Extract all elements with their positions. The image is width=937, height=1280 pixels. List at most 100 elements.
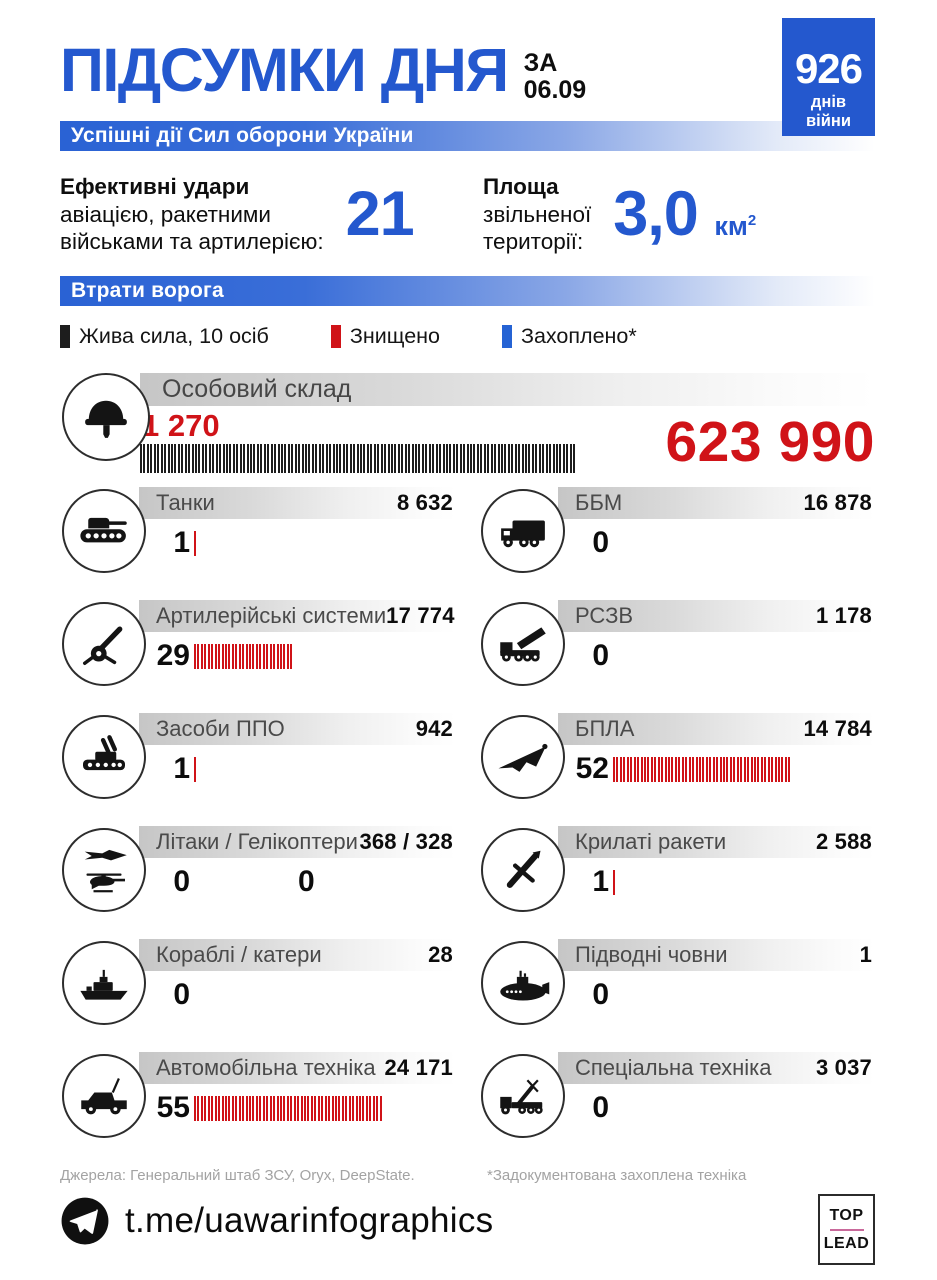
loss-item-bar: Підводні човни 1 <box>558 939 875 972</box>
footer: t.me/uawarinfographics <box>60 1196 875 1246</box>
date-block: ЗА 06.09 <box>524 50 587 103</box>
loss-item-daily: 0 <box>592 526 609 560</box>
loss-item-total: 8 632 <box>396 490 453 516</box>
sources-note: Джерела: Генеральний штаб ЗСУ, Oryx, Dee… <box>60 1167 415 1185</box>
personnel-daily-count: 1 270 <box>142 408 220 444</box>
toplead-logo: TOP LEAD <box>818 1194 875 1265</box>
war-days-number: 926 <box>794 45 863 92</box>
personnel-row: Особовий склад 1 270 623 990 <box>60 373 875 474</box>
loss-item-bar: Артилерійські системи 17 774 <box>139 600 456 633</box>
loss-item-ticks <box>194 643 294 669</box>
section-title-losses: Втрати ворога <box>71 279 224 303</box>
loss-item-daily: 0 <box>592 639 609 673</box>
loss-item-bar: Спеціальна техніка 3 037 <box>558 1052 875 1085</box>
loss-item-daily: 1 <box>173 526 190 560</box>
stat-area-value: 3,0 км2 <box>613 179 757 250</box>
artillery-icon <box>76 616 132 672</box>
loss-item-total: 14 784 <box>803 716 872 742</box>
legend-item-personnel: Жива сила, 10 осіб <box>60 324 269 349</box>
loss-item-bar: Крилаті ракети 2 588 <box>558 826 875 859</box>
loss-item-daily: 1 <box>592 865 609 899</box>
loss-item-daily: 0 <box>592 1091 609 1125</box>
uav-icon <box>495 729 551 785</box>
page-title: ПІДСУМКИ ДНЯ <box>60 36 509 104</box>
loss-item-total: 24 171 <box>384 1055 453 1081</box>
loss-item-bar: Кораблі / катери 28 <box>139 939 456 972</box>
loss-item-circle <box>62 941 146 1026</box>
loss-item-bar: БПЛА 14 784 <box>558 713 875 746</box>
loss-item-circle <box>481 715 565 800</box>
loss-item-label: ББМ <box>575 490 623 516</box>
loss-item-bar: Засоби ППО 942 <box>139 713 456 746</box>
telegram-icon[interactable] <box>60 1196 110 1246</box>
legend-item-captured: Захоплено* <box>501 324 637 349</box>
helmet-icon <box>77 388 135 446</box>
aircraft-helicopter-icon <box>76 842 132 898</box>
loss-item-circle <box>481 1054 565 1139</box>
loss-item-daily: 52 <box>575 752 609 786</box>
loss-item-total: 1 <box>859 942 872 968</box>
loss-item-label: БПЛА <box>575 716 635 742</box>
loss-item: Кораблі / катери 28 0 <box>60 939 456 1026</box>
legend-item-destroyed: Знищено <box>330 324 440 349</box>
loss-item-daily: 29 <box>156 639 190 673</box>
loss-item-label: Підводні човни <box>575 942 728 968</box>
loss-item: Літаки / Гелікоптери 368 / 328 0 0 <box>60 826 456 913</box>
personnel-circle <box>62 373 150 462</box>
war-days-label: днів війни <box>806 93 851 130</box>
personnel-bar: Особовий склад <box>140 373 875 407</box>
loss-item-daily-secondary: 0 <box>298 865 315 899</box>
loss-item-circle <box>62 489 146 574</box>
loss-item-bar: Танки 8 632 <box>139 487 456 520</box>
loss-item: Засоби ППО 942 1 <box>60 713 456 800</box>
legend-swatch-blue <box>501 325 512 349</box>
stat-area-text: Площа звільненої території: <box>483 174 592 255</box>
loss-item-bar: Літаки / Гелікоптери 368 / 328 <box>139 826 456 859</box>
loss-item-total: 17 774 <box>386 603 455 629</box>
loss-item-total: 2 588 <box>815 829 872 855</box>
loss-item-ticks <box>194 1095 383 1121</box>
stat-strikes-text: Ефективні удари авіацією, ракетними війс… <box>60 174 324 255</box>
loss-item-total: 1 178 <box>815 603 872 629</box>
success-stats: Ефективні удари авіацією, ракетними війс… <box>60 173 875 256</box>
loss-item-total: 28 <box>428 942 453 968</box>
personnel-label: Особовий склад <box>162 375 352 404</box>
loss-item-label: Автомобільна техніка <box>156 1055 376 1081</box>
loss-item-label: Засоби ППО <box>156 716 285 742</box>
loss-item-label: Артилерійські системи <box>156 603 387 629</box>
loss-item-bar: РСЗВ 1 178 <box>558 600 875 633</box>
air-defense-icon <box>76 729 132 785</box>
loss-item-circle <box>62 602 146 687</box>
captured-note: *Задокументована захоплена техніка <box>487 1167 747 1185</box>
submarine-icon <box>495 955 551 1011</box>
loss-item-circle <box>481 941 565 1026</box>
loss-item-total: 942 <box>415 716 453 742</box>
loss-item-daily: 0 <box>173 865 190 899</box>
stat-strikes-value: 21 <box>345 179 415 250</box>
loss-item-label: РСЗВ <box>575 603 634 629</box>
cruise-missile-icon <box>495 842 551 898</box>
loss-item: Артилерійські системи 17 774 29 <box>60 600 456 687</box>
loss-item-ticks <box>613 756 792 782</box>
war-days-badge: 926 днів війни <box>782 18 875 136</box>
vehicle-icon <box>76 1068 132 1124</box>
header: ПІДСУМКИ ДНЯ ЗА 06.09 <box>60 0 875 103</box>
ship-icon <box>76 955 132 1011</box>
section-title-success: Успішні дії Сил оборони України <box>71 124 414 147</box>
date-prefix: ЗА <box>523 49 558 77</box>
loss-item-label: Танки <box>156 490 215 516</box>
loss-item-total: 368 / 328 <box>359 829 453 855</box>
loss-item-total: 16 878 <box>803 490 872 516</box>
loss-item-label: Літаки / Гелікоптери <box>156 829 358 855</box>
loss-item-daily: 1 <box>173 752 190 786</box>
loss-item-circle <box>481 602 565 687</box>
loss-item: Танки 8 632 1 <box>60 487 456 574</box>
apc-icon <box>495 503 551 559</box>
legend: Жива сила, 10 осіб Знищено Захоплено* <box>60 324 875 349</box>
loss-item: Спеціальна техніка 3 037 0 <box>479 1052 875 1139</box>
telegram-handle-link[interactable]: t.me/uawarinfographics <box>125 1201 494 1241</box>
loss-item: Автомобільна техніка 24 171 55 <box>60 1052 456 1139</box>
footnotes: Джерела: Генеральний штаб ЗСУ, Oryx, Dee… <box>60 1167 875 1184</box>
legend-swatch-red <box>330 325 341 349</box>
loss-item-ticks <box>613 869 616 895</box>
